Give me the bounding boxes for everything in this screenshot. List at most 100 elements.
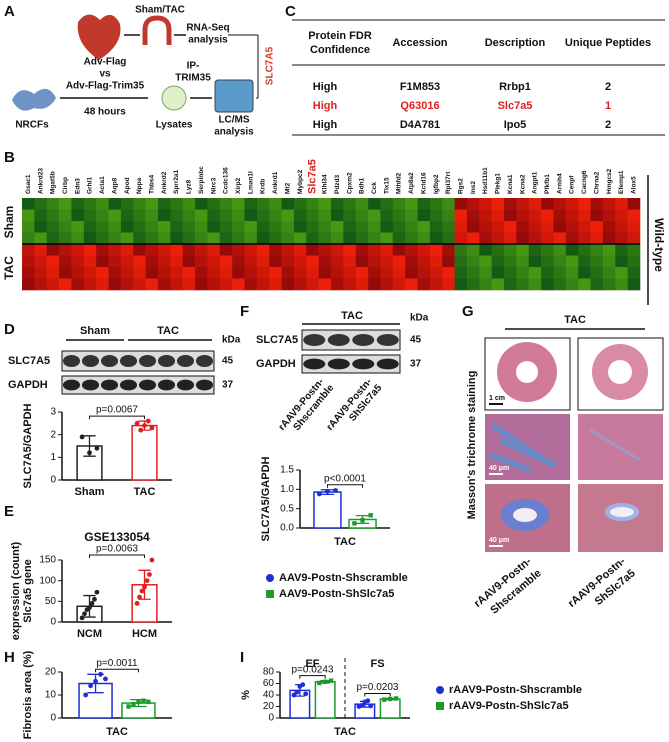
heatmap-cell	[293, 244, 307, 256]
heatmap-cell	[71, 198, 85, 210]
blot-title: TAC	[341, 310, 363, 322]
aorta-icon	[142, 15, 172, 45]
blot-band	[176, 379, 195, 391]
heatmap-cell	[417, 209, 431, 222]
gene-label: Serpinbc	[198, 166, 205, 194]
heatmap-cell	[343, 278, 357, 291]
heatmap-cell	[491, 255, 505, 268]
heatmap-cell	[170, 232, 183, 245]
fibrosis	[488, 422, 557, 473]
p-value: p=0.0243	[292, 664, 334, 675]
y-tick-label: 1.5	[280, 465, 294, 476]
heatmap-cell	[293, 232, 307, 245]
data-point	[146, 699, 151, 705]
heatmap-cell	[578, 244, 591, 256]
heatmap-cell	[195, 221, 208, 233]
heatmap-cell	[565, 232, 579, 245]
blot-size: 37	[410, 359, 422, 370]
heatmap-cell	[71, 232, 85, 245]
data-point	[103, 676, 108, 682]
heatmap-cell	[71, 278, 85, 291]
heatmap-cell	[615, 267, 628, 279]
heatmap-cell	[120, 244, 134, 256]
y-tick-label: 2	[50, 429, 56, 440]
table-header: Unique Peptides	[565, 37, 651, 49]
heatmap-cell	[380, 198, 394, 210]
gene-label: Chrna2	[593, 171, 600, 194]
table-cell: Slc7a5	[498, 100, 533, 112]
schematic-text: RNA-Seq	[186, 23, 229, 34]
heatmap-cell	[466, 255, 480, 268]
heatmap-cell	[331, 232, 344, 245]
heatmap-cell	[578, 209, 591, 222]
heatmap-cell	[355, 267, 369, 279]
heatmap-cell	[405, 232, 418, 245]
heatmap-cell	[306, 232, 319, 245]
data-point	[333, 488, 338, 493]
y-tick-label: 0	[50, 475, 56, 486]
data-point	[136, 699, 141, 705]
data-point	[291, 692, 297, 698]
heatmap-cell	[602, 198, 616, 210]
heatmap-cell	[343, 198, 357, 210]
bar	[379, 698, 401, 719]
heatmap-cell	[417, 278, 431, 291]
heatmap-cell	[429, 255, 443, 268]
heatmap-cell	[627, 221, 641, 233]
heatmap-cell	[565, 267, 579, 279]
heatmap-cell	[108, 278, 122, 291]
heatmap-cell	[318, 255, 332, 268]
heatmap-cell	[207, 278, 221, 291]
heatmap-cell	[405, 255, 418, 268]
heatmap-cell	[83, 278, 97, 291]
heatmap-cell	[541, 267, 554, 279]
heatmap-cell	[108, 255, 122, 268]
heatmap-cell	[528, 198, 542, 210]
heatmap-cell	[541, 255, 554, 268]
heatmap-cell	[331, 255, 344, 268]
y-tick-label: 60	[263, 678, 275, 689]
heatmap-cell	[59, 232, 72, 245]
heatmap-cell	[516, 209, 530, 222]
gene-label: Apod	[124, 177, 131, 194]
gene-label: Ankrd23	[37, 168, 44, 194]
heatmap-cell	[195, 244, 208, 256]
heatmap-cell	[219, 244, 233, 256]
significance-bracket	[326, 484, 364, 488]
heatmap-cell	[46, 255, 60, 268]
heatmap-cell	[368, 232, 381, 245]
heatmap-cell	[293, 267, 307, 279]
heatmap-cell	[392, 255, 406, 268]
heatmap-cell	[46, 209, 60, 222]
blot-unit: kDa	[222, 335, 241, 346]
stain-label: Masson's trichrome staining	[466, 371, 478, 520]
data-point	[83, 692, 89, 698]
schematic-text: Lysates	[156, 120, 193, 131]
heatmap-cell	[96, 221, 109, 233]
heatmap-cell	[368, 255, 381, 268]
data-point	[325, 488, 330, 494]
heatmap-cell	[182, 255, 196, 268]
heatmap-cell	[429, 198, 443, 210]
heatmap-cell	[256, 278, 270, 291]
heatmap-cell	[331, 278, 344, 291]
heatmap-cell	[133, 255, 146, 268]
heatmap-cell	[627, 278, 641, 291]
heatmap-cell	[256, 209, 270, 222]
heatmap-cell	[355, 209, 369, 222]
heatmap-cell	[219, 267, 233, 279]
data-point	[360, 518, 365, 523]
heatmap-cell	[578, 198, 591, 210]
heatmap-cell	[454, 278, 468, 291]
gene-label: Mybpc2	[297, 169, 304, 194]
table-cell: High	[313, 119, 338, 131]
heatmap-cell	[590, 232, 604, 245]
heatmap-cell	[232, 278, 245, 291]
gene-label: Angpt1	[532, 171, 539, 194]
heatmap-cell	[380, 244, 394, 256]
panel-label: B	[4, 149, 15, 166]
scale-label: 1 cm	[489, 395, 505, 402]
heatmap-cell	[145, 232, 159, 245]
gene-label: Thbs4	[148, 174, 155, 194]
heatmap-cell	[454, 232, 468, 245]
